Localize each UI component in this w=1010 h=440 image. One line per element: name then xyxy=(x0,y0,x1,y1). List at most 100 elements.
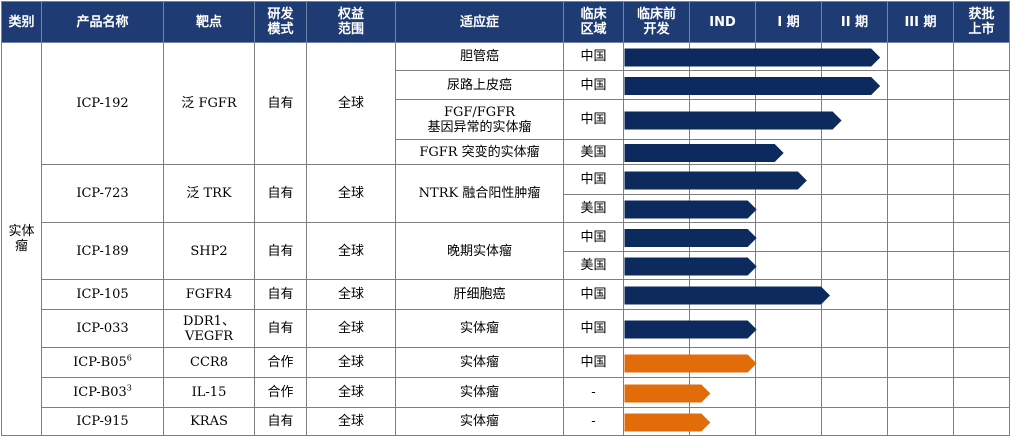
product-name: ICP-915 xyxy=(76,414,129,429)
stage-cell xyxy=(623,139,690,165)
stage-cell xyxy=(953,194,1010,223)
stage-cell xyxy=(821,99,888,140)
indication-cell: NTRK 融合阳性肿瘤 xyxy=(395,164,564,223)
stage-cell xyxy=(689,377,756,408)
product-name: ICP-189 xyxy=(76,243,129,259)
stage-cell xyxy=(623,42,690,71)
stage-cell xyxy=(623,377,690,408)
target-cell: FGFR4 xyxy=(163,279,255,310)
stage-cell xyxy=(887,309,954,348)
table-row: ICP-033 DDR1、 VEGFR 自有 全球 实体瘤 中国 xyxy=(2,309,1010,348)
model-cell: 自有 xyxy=(254,309,307,348)
region-cell: 中国 xyxy=(563,70,624,100)
stage-cell xyxy=(887,194,954,223)
indication-cell: 胆管癌 xyxy=(395,42,564,71)
indication-cell: 肝细胞癌 xyxy=(395,279,564,310)
table-row: ICP-B056 CCR8 合作 全球 实体瘤 中国 xyxy=(2,347,1010,378)
stage-cell xyxy=(887,139,954,165)
stage-cell xyxy=(755,222,822,252)
table-row: ICP-723 泛 TRK 自有 全球 NTRK 融合阳性肿瘤 中国 xyxy=(2,164,1010,223)
stage-cell xyxy=(623,164,690,195)
stage-cell xyxy=(623,309,690,348)
rights-cell: 全球 xyxy=(306,377,396,408)
product-name-cell: ICP-189 xyxy=(41,222,164,280)
stage-cell xyxy=(821,347,888,378)
header-phase2: II 期 xyxy=(821,1,888,43)
target-cell: CCR8 xyxy=(163,347,255,378)
header-category: 类别 xyxy=(1,1,42,43)
stage-cell xyxy=(689,42,756,71)
stage-cell xyxy=(887,99,954,140)
table-row: FGFR 突变的实体瘤 美国 xyxy=(2,139,1010,165)
region-cell: - xyxy=(563,407,624,436)
product-name-cell: ICP-033 xyxy=(41,309,164,348)
stage-cell xyxy=(887,377,954,408)
stage-cell xyxy=(821,251,888,280)
header-ind: IND xyxy=(689,1,756,43)
rights-cell: 全球 xyxy=(306,164,396,223)
stage-cell xyxy=(887,42,954,71)
product-name: ICP-B03 xyxy=(73,385,127,400)
stage-cell xyxy=(755,279,822,310)
table-row: ICP-189 SHP2 自有 全球 晚期实体瘤 中国 xyxy=(2,222,1010,280)
stage-cell xyxy=(689,70,756,100)
table-row: 实体 瘤 ICP-192 泛 FGFR 自有 全球 胆管癌 中国 xyxy=(1,42,1010,436)
stage-cell xyxy=(689,251,756,280)
stage-cell xyxy=(755,194,822,223)
stage-cell xyxy=(821,164,888,195)
stage-cell xyxy=(887,251,954,280)
table-row: ICP-915 KRAS 自有 全球 实体瘤 - xyxy=(2,407,1010,436)
stage-cell xyxy=(821,222,888,252)
header-phase3: III 期 xyxy=(887,1,954,43)
indication-cell: 实体瘤 xyxy=(395,309,564,348)
header-target: 靶点 xyxy=(163,1,255,43)
stage-cell xyxy=(689,407,756,436)
stage-cell xyxy=(689,347,756,378)
product-name: ICP-105 xyxy=(76,287,129,302)
stage-cell xyxy=(755,309,822,348)
stage-cell xyxy=(689,139,756,165)
header-model: 研发 模式 xyxy=(254,1,307,43)
model-cell: 自有 xyxy=(254,279,307,310)
header-approved: 获批 上市 xyxy=(953,1,1010,43)
stage-cell xyxy=(689,194,756,223)
model-cell: 合作 xyxy=(254,377,307,408)
stage-cell xyxy=(953,347,1010,378)
stage-cell xyxy=(755,407,822,436)
stage-cell xyxy=(953,377,1010,408)
stage-cell xyxy=(755,139,822,165)
stage-cell xyxy=(755,99,822,140)
model-cell: 自有 xyxy=(254,407,307,436)
target-cell: IL-15 xyxy=(163,377,255,408)
stage-cell xyxy=(887,347,954,378)
stage-cell xyxy=(623,347,690,378)
pipeline-body: 实体 瘤 ICP-192 泛 FGFR 自有 全球 胆管癌 中国 尿路上皮癌 中国 FGF/FGF… xyxy=(1,42,1010,436)
stage-cell xyxy=(755,377,822,408)
stage-cell xyxy=(887,407,954,436)
table-row: ICP-B033 IL-15 合作 全球 实体瘤 - xyxy=(2,377,1010,408)
region-cell: 美国 xyxy=(563,251,624,280)
rights-cell: 全球 xyxy=(306,222,396,280)
stage-cell xyxy=(689,279,756,310)
model-cell: 自有 xyxy=(254,42,307,165)
indication-cell: FGFR 突变的实体瘤 xyxy=(395,139,564,165)
model-cell: 自有 xyxy=(254,222,307,280)
stage-cell xyxy=(689,99,756,140)
target-cell: KRAS xyxy=(163,407,255,436)
stage-cell xyxy=(887,279,954,310)
stage-cell xyxy=(755,70,822,100)
category-cell: 实体 瘤 xyxy=(1,42,42,436)
header-product: 产品名称 xyxy=(41,1,164,43)
indication-cell: FGF/FGFR 基因异常的实体瘤 xyxy=(395,99,564,140)
region-cell: 中国 xyxy=(563,279,624,310)
stage-cell xyxy=(953,309,1010,348)
stage-cell xyxy=(953,251,1010,280)
product-name-cell: ICP-105 xyxy=(41,279,164,310)
table-row: 美国 xyxy=(2,194,1010,223)
stage-cell xyxy=(821,279,888,310)
stage-cell xyxy=(623,222,690,252)
header-rights: 权益 范围 xyxy=(306,1,396,43)
stage-cell xyxy=(821,139,888,165)
target-cell: DDR1、 VEGFR xyxy=(163,309,255,348)
